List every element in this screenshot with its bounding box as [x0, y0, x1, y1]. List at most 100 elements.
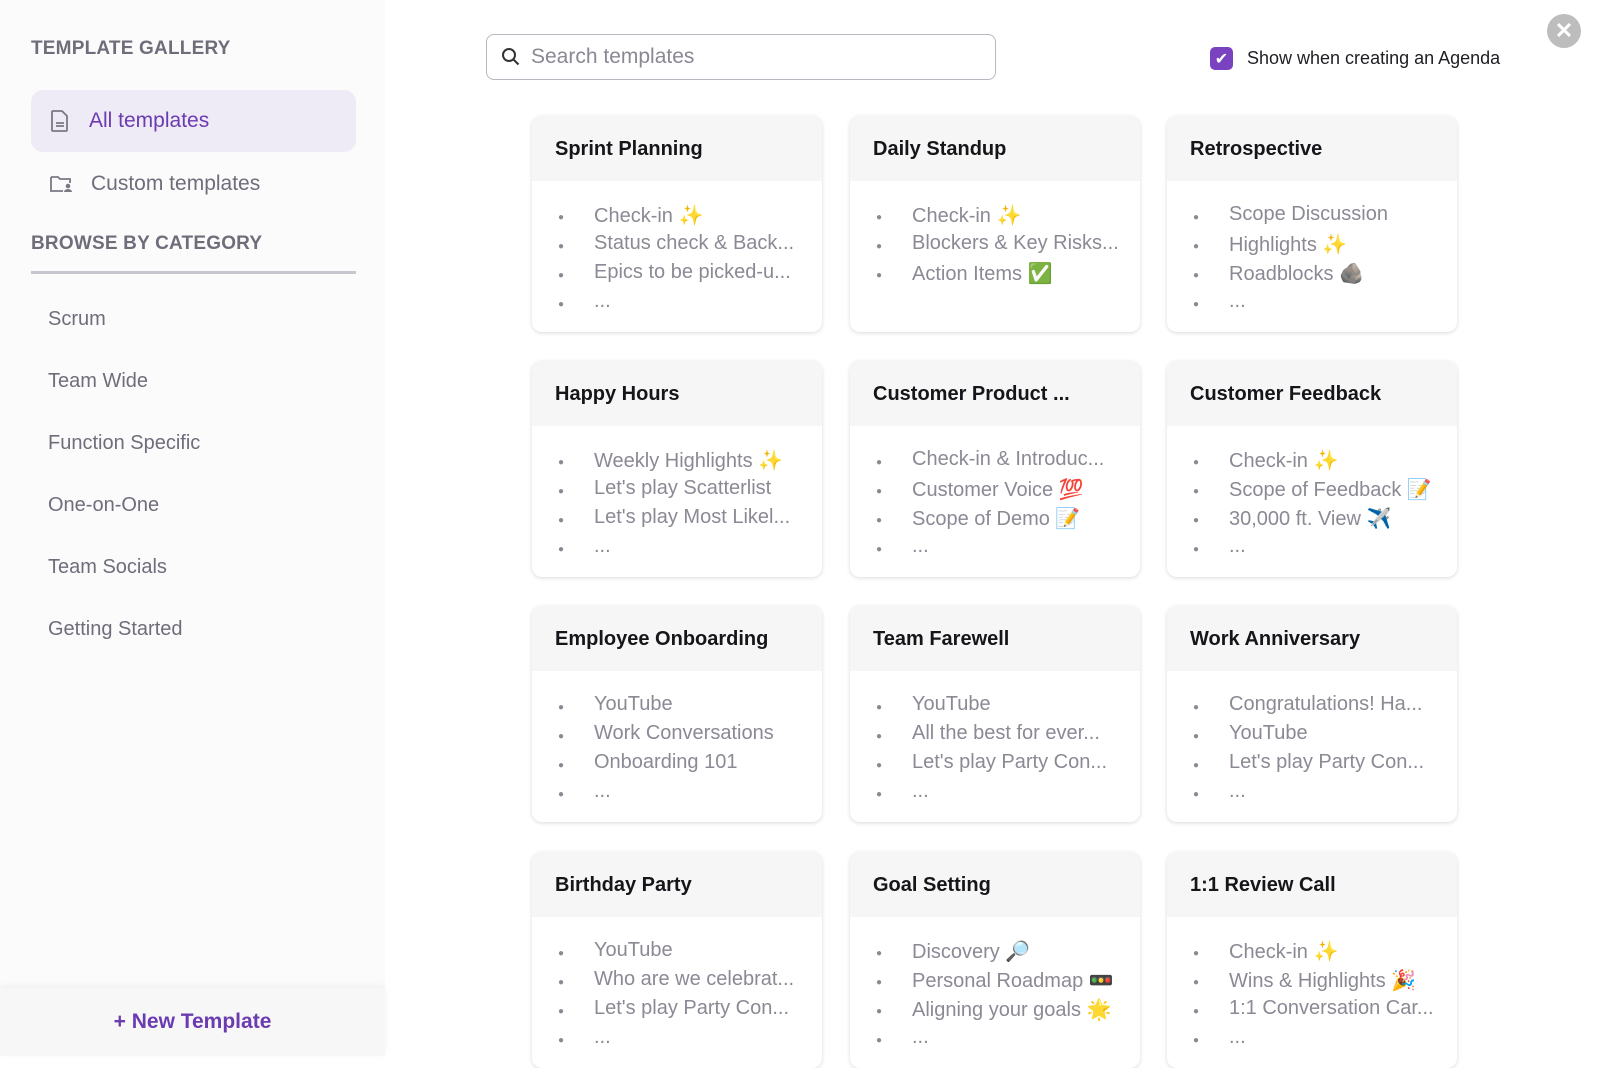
bullet: ●: [876, 241, 883, 252]
template-card[interactable]: Daily Standup ● Check-in ✨ ● Blockers & Key …: [850, 116, 1140, 332]
category-one-on-one[interactable]: One-on-One: [48, 494, 160, 516]
bullet: ●: [558, 760, 565, 771]
category-scrum[interactable]: Scrum: [48, 308, 106, 330]
bullet: ●: [558, 457, 565, 468]
nav-all-templates[interactable]: All templates: [31, 90, 356, 152]
card-title: Employee Onboarding: [532, 606, 822, 671]
bullet: ●: [558, 977, 565, 988]
divider: [31, 271, 356, 274]
item-text: ...: [1229, 1026, 1246, 1048]
template-card[interactable]: Team Farewell ● YouTube ● All the best for e…: [850, 606, 1140, 822]
item-text: Check-in ✨: [1229, 450, 1339, 472]
list-item: ● Let's play Scatterlist: [558, 477, 822, 506]
list-item: ● Aligning your goals 🌟: [876, 997, 1140, 1026]
category-team-wide[interactable]: Team Wide: [48, 370, 149, 392]
template-card[interactable]: Goal Setting ● Discovery 🔎 ● Personal Roadma…: [850, 852, 1140, 1068]
template-card[interactable]: Happy Hours ● Weekly Highlights ✨ ● Let's pl…: [532, 361, 822, 577]
card-items: ● Check-in ✨ ● Blockers & Key Risks... ● Acti…: [850, 181, 1140, 290]
bullet: ●: [1193, 457, 1200, 468]
list-item: ● Let's play Party Con...: [558, 997, 822, 1026]
bullet: ●: [558, 544, 565, 555]
bullet: ●: [1193, 702, 1200, 713]
bullet: ●: [876, 1006, 883, 1017]
close-icon: ✕: [1554, 18, 1574, 43]
bullet: ●: [876, 702, 883, 713]
item-text: Check-in ✨: [594, 205, 704, 227]
bullet: ●: [558, 270, 565, 281]
item-text: Let's play Scatterlist: [594, 477, 772, 499]
item-text: Check-in ✨: [1229, 941, 1339, 963]
bullet: ●: [558, 1006, 565, 1017]
card-items: ● YouTube ● Who are we celebrat... ● Let's pl…: [532, 917, 822, 1055]
item-text: YouTube: [1229, 722, 1308, 744]
template-card[interactable]: Customer Product ... ● Check-in & Introduc…: [850, 361, 1140, 577]
card-title: Happy Hours: [532, 361, 822, 426]
template-card[interactable]: Sprint Planning ● Check-in ✨ ● Status check …: [532, 116, 822, 332]
close-button[interactable]: ✕: [1547, 14, 1581, 48]
item-text: Highlights ✨: [1229, 234, 1348, 256]
bullet: ●: [1193, 1035, 1200, 1046]
item-text: Personal Roadmap 🚥: [912, 970, 1114, 992]
template-card[interactable]: Birthday Party ● YouTube ● Who are we celebr…: [532, 852, 822, 1068]
list-item: ● Onboarding 101: [558, 751, 822, 780]
new-template-button[interactable]: + New Template: [0, 988, 385, 1056]
bullet: ●: [1193, 212, 1200, 223]
list-item: ●...: [1193, 290, 1457, 319]
bullet: ●: [876, 212, 883, 223]
item-text: ...: [912, 535, 929, 557]
list-item: ●...: [876, 535, 1140, 564]
bullet: ●: [1193, 977, 1200, 988]
search-box[interactable]: [486, 34, 996, 80]
show-agenda-toggle[interactable]: ✔ Show when creating an Agenda: [1210, 47, 1500, 70]
item-text: Check-in & Introduc...: [912, 448, 1105, 470]
card-items: ● Weekly Highlights ✨ ● Let's play Scatterl…: [532, 426, 822, 564]
card-items: ● Check-in ✨ ● Status check & Back... ● Epics…: [532, 181, 822, 319]
search-input[interactable]: [531, 45, 971, 69]
list-item: ●...: [1193, 535, 1457, 564]
list-item: ●...: [558, 780, 822, 809]
template-card[interactable]: Employee Onboarding ● YouTube ● Work Convers…: [532, 606, 822, 822]
gallery-title: TEMPLATE GALLERY: [31, 38, 231, 59]
template-card[interactable]: Customer Feedback ● Check-in ✨ ● Scope of Fe…: [1167, 361, 1457, 577]
card-title: Customer Product ...: [850, 361, 1140, 426]
sidebar: TEMPLATE GALLERY All templates Custom te…: [0, 0, 385, 1056]
nav-label: Custom templates: [91, 172, 261, 195]
item-text: YouTube: [594, 939, 673, 961]
bullet: ●: [558, 789, 565, 800]
bullet: ●: [876, 948, 883, 959]
item-text: ...: [594, 780, 611, 802]
template-card[interactable]: Work Anniversary ● Congratulations! Ha... ●…: [1167, 606, 1457, 822]
list-item: ● Check-in ✨: [876, 203, 1140, 232]
item-text: ...: [594, 1026, 611, 1048]
nav-custom-templates[interactable]: Custom templates: [31, 153, 356, 215]
category-title: BROWSE BY CATEGORY: [31, 233, 263, 254]
item-text: Scope of Demo 📝: [912, 508, 1081, 530]
category-function-specific[interactable]: Function Specific: [48, 432, 201, 454]
checkbox-checked[interactable]: ✔: [1210, 47, 1233, 70]
list-item: ● Status check & Back...: [558, 232, 822, 261]
item-text: Congratulations! Ha...: [1229, 693, 1423, 715]
bullet: ●: [876, 457, 883, 468]
list-item: ● Check-in ✨: [1193, 939, 1457, 968]
category-getting-started[interactable]: Getting Started: [48, 618, 183, 640]
template-card[interactable]: Retrospective ● Scope Discussion ● Highlight…: [1167, 116, 1457, 332]
bullet: ●: [558, 212, 565, 223]
nav-label: All templates: [89, 109, 210, 132]
list-item: ● Check-in ✨: [1193, 448, 1457, 477]
card-title: Customer Feedback: [1167, 361, 1457, 426]
item-text: Action Items ✅: [912, 263, 1053, 285]
bullet: ●: [876, 977, 883, 988]
item-text: All the best for ever...: [912, 722, 1100, 744]
item-text: Let's play Party Con...: [912, 751, 1108, 773]
bullet: ●: [876, 486, 883, 497]
card-items: ● Discovery 🔎 ● Personal Roadmap 🚥 ● Aligning…: [850, 917, 1140, 1055]
category-team-socials[interactable]: Team Socials: [48, 556, 167, 578]
bullet: ●: [1193, 270, 1200, 281]
bullet: ●: [1193, 544, 1200, 555]
list-item: ●...: [876, 780, 1140, 809]
bullet: ●: [876, 515, 883, 526]
item-text: 30,000 ft. View ✈️: [1229, 508, 1392, 530]
card-title: Birthday Party: [532, 852, 822, 917]
list-item: ● Action Items ✅: [876, 261, 1140, 290]
template-card[interactable]: 1:1 Review Call ● Check-in ✨ ● Wins & Highli…: [1167, 852, 1457, 1068]
